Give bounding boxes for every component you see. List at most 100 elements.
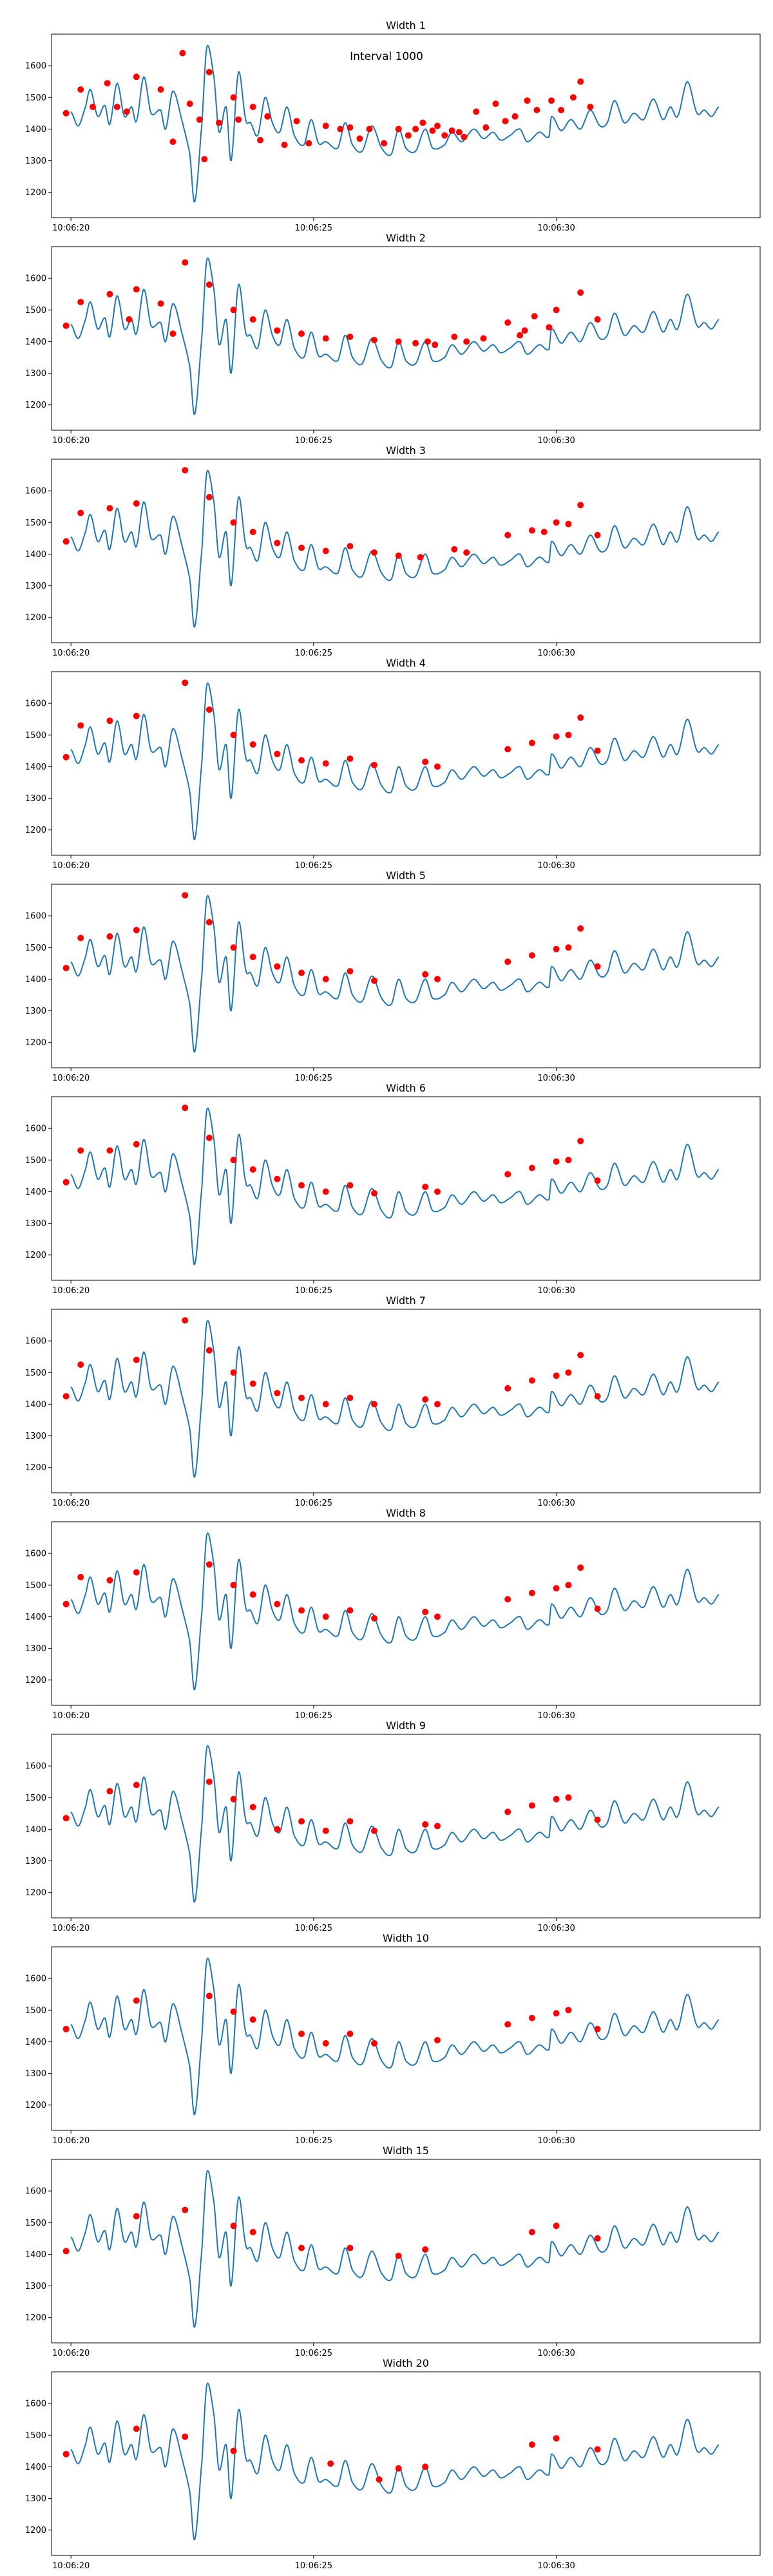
peak-marker (62, 965, 70, 972)
peak-marker (133, 712, 140, 719)
signal-line (70, 1957, 720, 2116)
peak-marker (249, 104, 256, 110)
x-tick-label: 10:06:25 (295, 223, 332, 233)
peak-marker (347, 2244, 354, 2251)
peak-marker (594, 2446, 601, 2453)
peak-marker (565, 1582, 572, 1589)
signal-line (70, 1532, 720, 1690)
peak-marker (429, 127, 436, 134)
y-tick-label: 1500 (25, 1581, 46, 1591)
plot-frame (51, 1309, 761, 1493)
peak-marker (77, 86, 84, 93)
peak-marker (424, 338, 431, 345)
y-tick-label: 1300 (25, 582, 46, 591)
peak-marker (395, 552, 402, 559)
panel-9: Width 9 1200 1300 1400 1500 1600 10:06:20 10:06… (25, 1719, 761, 1933)
peak-marker (179, 50, 186, 57)
y-tick-label: 1300 (25, 1432, 46, 1441)
peak-marker (230, 2008, 237, 2015)
y-tick-label: 1600 (25, 2400, 46, 2409)
x-tick-label: 10:06:25 (295, 1074, 332, 1083)
peak-marker (157, 300, 164, 307)
peak-marker (533, 106, 540, 113)
peak-marker (274, 1175, 281, 1182)
peak-marker (169, 330, 177, 337)
peak-marker (504, 1171, 511, 1178)
x-tick-label: 10:06:25 (295, 436, 332, 446)
peak-marker (249, 316, 256, 323)
peak-marker (371, 1401, 377, 1408)
signal-line (70, 1320, 720, 1478)
peak-marker (322, 1188, 329, 1195)
peak-marker (540, 529, 548, 535)
peak-marker (322, 547, 329, 554)
peak-marker (230, 944, 237, 951)
peak-marker (463, 549, 470, 556)
peak-marker (230, 1369, 237, 1376)
panel-12: Width 20 1200 1300 1400 1500 1600 10:06:20 10:0… (25, 2357, 761, 2571)
peak-marker (381, 140, 388, 147)
y-tick-label: 1600 (25, 62, 46, 71)
peak-marker (548, 97, 555, 104)
plot-frame (51, 1521, 761, 1706)
peak-marker (412, 339, 419, 346)
x-tick-label: 10:06:20 (52, 1924, 90, 1933)
y-tick-label: 1500 (25, 1794, 46, 1803)
panel-2: Width 2 1200 1300 1400 1500 1600 10:06:20 10:06… (25, 232, 761, 446)
peak-marker (257, 137, 263, 144)
signal-line (70, 2382, 720, 2541)
peak-marker (322, 1613, 329, 1620)
panel-title: Width 1 (386, 19, 426, 32)
peak-marker (594, 747, 601, 754)
peak-marker (451, 546, 458, 553)
y-tick-label: 1500 (25, 2006, 46, 2016)
peak-marker (230, 1157, 237, 1164)
peak-marker (169, 138, 177, 146)
x-tick-label: 10:06:20 (52, 436, 90, 446)
y-tick-label: 1400 (25, 2038, 46, 2047)
peak-marker (298, 330, 305, 337)
peak-marker (482, 124, 490, 131)
peak-marker (62, 753, 70, 761)
panel-6: Width 6 1200 1300 1400 1500 1600 10:06:20 10:06… (25, 1082, 761, 1296)
y-tick-label: 1200 (25, 1676, 46, 1685)
y-tick-label: 1300 (25, 2494, 46, 2504)
peak-marker (62, 1393, 70, 1400)
y-tick-label: 1600 (25, 2187, 46, 2197)
peak-marker (577, 289, 584, 296)
x-tick-label: 10:06:20 (52, 2136, 90, 2146)
peak-marker (594, 2025, 601, 2032)
peak-marker (113, 104, 120, 110)
y-tick-label: 1200 (25, 1888, 46, 1898)
peak-marker (422, 1184, 429, 1190)
panel-title: Width 8 (386, 1507, 426, 1519)
peak-marker (62, 1815, 70, 1822)
peak-marker (422, 1821, 429, 1828)
peak-marker (293, 118, 300, 125)
peak-marker (249, 2016, 256, 2023)
peak-marker (565, 1157, 572, 1164)
x-tick-label: 10:06:20 (52, 2349, 90, 2358)
peak-marker (205, 1347, 213, 1354)
x-tick-label: 10:06:20 (52, 223, 90, 233)
peak-marker (434, 1823, 441, 1830)
y-tick-label: 1500 (25, 306, 46, 316)
interval-annotation: Interval 1000 (350, 50, 423, 63)
x-tick-label: 10:06:25 (295, 2561, 332, 2571)
x-tick-label: 10:06:20 (52, 1499, 90, 1508)
peak-marker (249, 1166, 256, 1173)
peak-marker (594, 316, 601, 323)
peak-marker (528, 1164, 535, 1171)
peak-marker (405, 132, 412, 139)
peak-marker (274, 1826, 281, 1833)
peak-marker (594, 1177, 601, 1184)
x-tick-label: 10:06:25 (295, 861, 332, 871)
peak-marker (594, 1605, 601, 1613)
y-tick-label: 1300 (25, 1644, 46, 1654)
x-tick-label: 10:06:20 (52, 649, 90, 658)
x-tick-label: 10:06:25 (295, 2136, 332, 2146)
peak-marker (553, 733, 560, 740)
x-tick-label: 10:06:20 (52, 2561, 90, 2571)
peak-marker (422, 2463, 429, 2470)
peak-marker (371, 1827, 377, 1834)
